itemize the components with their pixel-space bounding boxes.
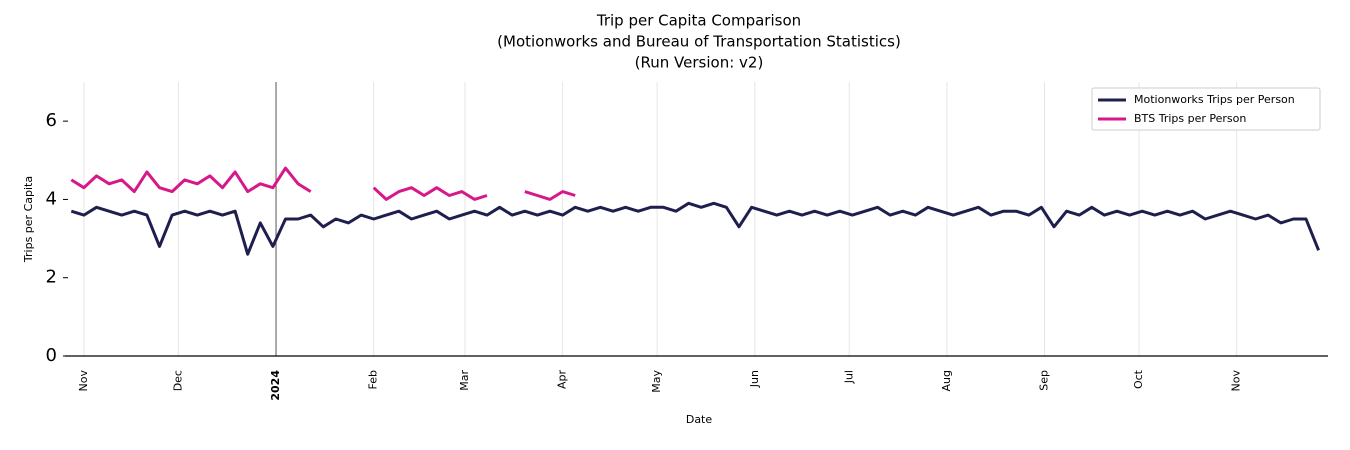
legend-label: Motionworks Trips per Person <box>1134 93 1295 106</box>
x-tick-label: Feb <box>367 370 380 389</box>
legend-label: BTS Trips per Person <box>1134 112 1246 125</box>
x-tick-label: May <box>650 370 663 393</box>
x-tick-label: Jun <box>748 370 761 388</box>
legend-box <box>1091 87 1321 131</box>
x-tick-label: Mar <box>458 370 471 391</box>
x-tick-label: Oct <box>1132 369 1145 389</box>
x-tick-label: Jul <box>842 370 855 384</box>
series-line <box>70 166 576 201</box>
y-tick-label: 0 <box>46 345 57 366</box>
x-axis-label: Date <box>686 413 713 426</box>
x-tick-label: Apr <box>556 370 569 390</box>
x-tick-label: Nov <box>77 370 90 392</box>
x-tick-label: Sep <box>1038 370 1051 391</box>
y-tick-label: 6 <box>46 110 57 131</box>
chart-title: Trip per Capita Comparison <box>596 12 801 30</box>
y-axis-label: Trips per Capita <box>22 176 35 263</box>
x-tick-label: Aug <box>940 370 953 391</box>
y-tick-label: 2 <box>46 267 57 288</box>
series-line <box>70 201 1320 256</box>
chart-subtitle: (Motionworks and Bureau of Transportatio… <box>497 33 901 51</box>
x-tick-label: 2024 <box>269 370 282 401</box>
y-tick-label: 4 <box>46 188 57 209</box>
chart-subtitle: (Run Version: v2) <box>635 54 764 72</box>
x-tick-label: Nov <box>1230 370 1243 392</box>
x-tick-label: Dec <box>171 370 184 391</box>
